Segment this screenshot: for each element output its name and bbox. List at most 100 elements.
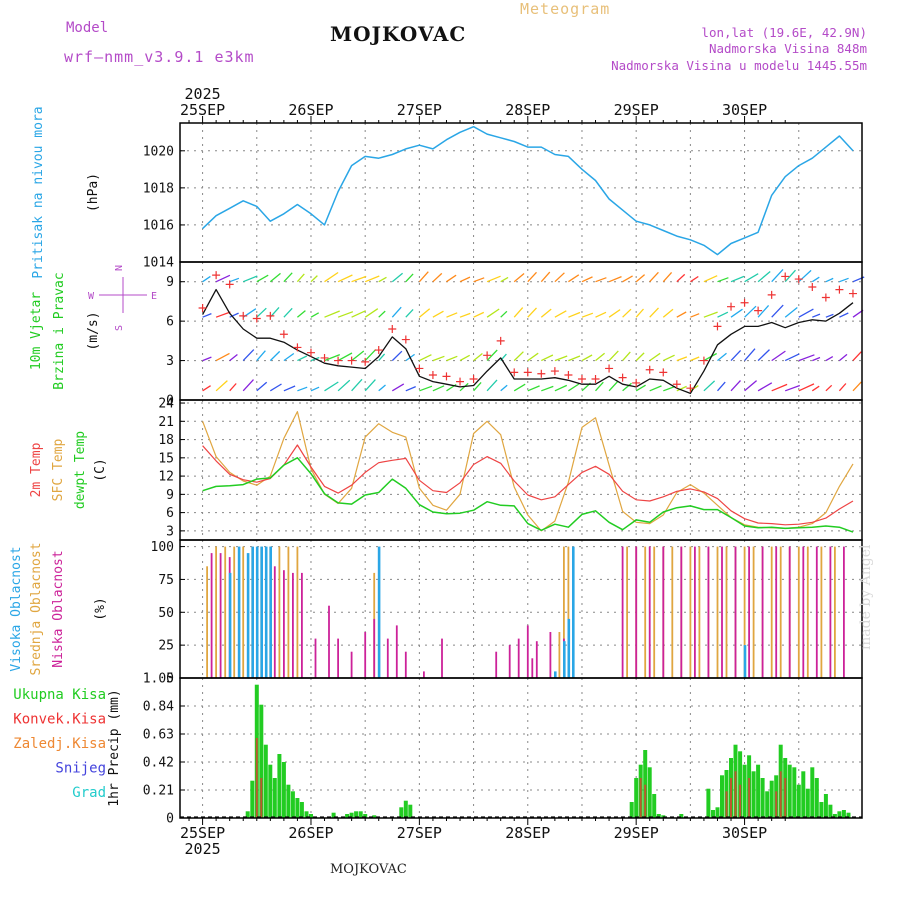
cloud-low-bar xyxy=(364,632,367,678)
wind-arrow xyxy=(202,356,212,362)
precip-total-bar xyxy=(760,778,765,818)
cloud-low-bar xyxy=(314,638,317,678)
y-tick-label-clouds: 75 xyxy=(158,573,174,588)
cloud-low-bar xyxy=(283,570,285,678)
top-day-label: 26SEP xyxy=(288,101,333,119)
wind-arrow xyxy=(337,352,353,362)
wind-arrow xyxy=(364,349,377,362)
precip-legend-item: Grad xyxy=(72,785,106,801)
cloud-low-bar xyxy=(549,632,552,678)
wind-arrow xyxy=(771,350,786,362)
wind-arrow xyxy=(757,304,770,318)
wind-arrow xyxy=(663,354,675,362)
wind-gust-marker xyxy=(794,275,803,284)
top-day-label: 30SEP xyxy=(722,101,767,119)
wind-arrow xyxy=(500,384,508,392)
wind-arrow xyxy=(527,307,537,318)
wind-gust-marker xyxy=(577,374,586,383)
wind-arrow xyxy=(744,348,756,362)
wind-gust-marker xyxy=(428,371,437,380)
cloud-low-bar xyxy=(748,546,750,678)
wind-arrow xyxy=(784,353,800,362)
wind-arrow xyxy=(622,308,632,318)
y-tick-label-pressure: 1020 xyxy=(143,144,174,159)
bottom-day-label: 28SEP xyxy=(505,824,550,842)
y-tick-label-pressure: 1016 xyxy=(143,218,174,233)
cloud-low-bar xyxy=(373,618,376,678)
wind-gust-marker xyxy=(415,364,424,373)
wind-arrow xyxy=(676,273,686,283)
wind-arrow xyxy=(608,350,619,362)
wind-arrow xyxy=(595,352,606,362)
model-elevation-label: Nadmorska Visina u modelu 1445.55m xyxy=(611,58,867,73)
data-layer xyxy=(180,125,865,818)
wind-arrow xyxy=(459,276,471,283)
wind-arrow xyxy=(527,385,540,392)
wind-arrow xyxy=(852,381,862,392)
wind-arrow xyxy=(690,356,700,362)
cloud-low-bar xyxy=(395,625,398,678)
wind-arrow xyxy=(310,312,320,318)
page-title: MOJKOVAC xyxy=(330,22,467,46)
cloud-mid-bar xyxy=(797,546,800,678)
cloud-low-bar xyxy=(662,546,665,678)
wind-arrow xyxy=(446,274,457,283)
top-day-label: 28SEP xyxy=(505,101,550,119)
cloud-high-bar xyxy=(251,546,254,678)
cloud-mid-bar xyxy=(563,546,565,678)
wind-arrow xyxy=(595,381,604,392)
cloud-high-bar xyxy=(237,546,241,678)
wind-arrow xyxy=(852,351,862,362)
lonlat-label: lon,lat (19.6E, 42.9N) xyxy=(701,25,867,40)
wind-arrow xyxy=(798,383,815,392)
cloud-high-bar xyxy=(554,671,557,678)
wind-arrow xyxy=(838,353,848,362)
wind-arrow xyxy=(337,379,351,392)
wind-arrow xyxy=(486,379,498,392)
cloud-low-bar xyxy=(635,546,638,678)
wind-arrow xyxy=(513,272,525,283)
temp-unit: (C) xyxy=(93,458,108,481)
temp-dewpt-title: dewpt Temp xyxy=(73,431,88,509)
temp-2m-title: 2m Temp xyxy=(29,442,44,497)
wind-arrow xyxy=(730,349,742,362)
wind-arrow xyxy=(730,380,741,392)
wind-arrow xyxy=(703,352,718,362)
y-tick-label-precip: 0.42 xyxy=(143,756,174,771)
y-tick-label-wind: 6 xyxy=(166,315,174,330)
wind-arrow xyxy=(473,381,482,392)
wind-arrow xyxy=(798,269,812,283)
wind-arrow xyxy=(351,310,366,318)
temp-sfc-title: SFC Temp xyxy=(51,439,66,502)
precip-total-bar xyxy=(290,791,295,818)
precip-total-bar xyxy=(742,764,747,818)
precip-total-bar xyxy=(819,802,824,818)
y-tick-label-wind: 9 xyxy=(166,275,174,290)
wind-arrow xyxy=(215,380,228,392)
wind-arrow xyxy=(297,355,308,362)
wind-arrow xyxy=(730,308,743,318)
cloud-unit: (%) xyxy=(93,597,108,620)
bottom-day-label: 27SEP xyxy=(397,824,442,842)
wind-arrow xyxy=(717,381,726,392)
wind-arrow xyxy=(215,352,230,362)
wind-gust-marker xyxy=(306,348,315,357)
temp-2m-line xyxy=(202,444,854,526)
wind-arrow xyxy=(635,352,645,362)
wind-arrow xyxy=(663,385,676,392)
top-day-label: 27SEP xyxy=(397,101,442,119)
wind-arrow xyxy=(337,274,353,283)
wind-gust-marker xyxy=(754,306,763,315)
wind-arrow xyxy=(446,355,458,362)
wind-arrow xyxy=(351,378,363,392)
wind-arrow xyxy=(202,385,211,392)
wind-arrow xyxy=(419,385,433,392)
wind-arrow xyxy=(581,312,594,318)
wind-arrow xyxy=(554,355,568,362)
wind-arrow xyxy=(757,382,773,392)
cloud-low-bar xyxy=(707,546,710,678)
cloud-low-bar xyxy=(761,546,764,678)
precip-total-bar xyxy=(792,767,797,818)
precip-legend-item: Ukupna Kisa xyxy=(13,687,106,703)
wind-arrow xyxy=(351,275,367,283)
